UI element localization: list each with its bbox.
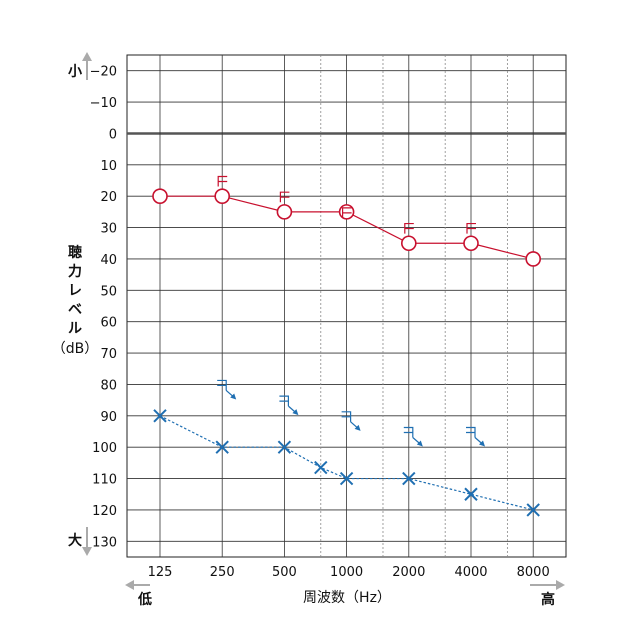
x-tick-label: 250: [210, 565, 235, 580]
x-tick-label: 4000: [454, 565, 487, 580]
down-arrow-icon: [82, 527, 92, 556]
data-point-circle: [463, 235, 479, 252]
data-point-circle: [214, 188, 230, 204]
y-tick-label: 50: [100, 284, 117, 299]
data-point-bracket: [279, 191, 290, 203]
x-tick-label: 1000: [330, 565, 363, 580]
data-point-circle: [525, 251, 542, 267]
data-point-arrowhead: [354, 424, 361, 431]
x-tick-labels: 125 250 500 1000 2000 4000 8000: [148, 565, 550, 580]
x-tick-label: 125: [148, 565, 173, 580]
data-point-arrowhead: [479, 440, 485, 447]
y-small-label: 小: [68, 64, 82, 80]
y-label-char: レ: [68, 283, 82, 299]
data-point-circle: [400, 235, 417, 252]
data-point-bracket: [341, 411, 352, 422]
data-point-cross: [277, 440, 292, 454]
y-tick-label: −10: [90, 96, 117, 111]
y-tick-label: 40: [100, 253, 117, 268]
data-point-cross: [339, 471, 354, 486]
data-point-bracket: [466, 222, 476, 234]
data-point-arrowhead: [230, 393, 237, 400]
y-tick-label: 30: [100, 222, 117, 237]
grid: [126, 54, 567, 558]
y-label-char: 聴: [68, 245, 82, 261]
y-tick-label: 10: [100, 159, 117, 174]
y-label-char: ベ: [68, 302, 82, 318]
y-tick-label: 0: [109, 127, 117, 142]
y-tick-label: 130: [92, 535, 117, 550]
y-label-char: 力: [68, 263, 82, 280]
left-arrow-icon: [125, 580, 150, 590]
data-point-circle: [276, 204, 293, 220]
data-point-bracket: [466, 426, 476, 438]
x-axis-label: 周波数（Hz）: [303, 590, 391, 606]
data-point-cross: [464, 487, 478, 501]
data-point-bracket: [342, 207, 352, 218]
data-point-cross: [402, 471, 416, 486]
data-point-bracket: [217, 175, 228, 187]
y-tick-label: 80: [100, 378, 117, 393]
x-tick-label: 8000: [517, 565, 550, 580]
y-tick-label: 90: [100, 410, 117, 425]
y-label-char: ル: [68, 321, 82, 337]
y-tick-label: 120: [92, 504, 117, 519]
data-point-bracket: [217, 379, 227, 391]
x-tick-label: 500: [272, 565, 297, 580]
y-tick-label: 20: [100, 190, 117, 205]
y-axis-label: 聴 力 レ ベ ル （dB）: [52, 245, 99, 357]
right-arrow-icon: [530, 580, 565, 590]
series-line: [159, 415, 534, 511]
y-tick-labels: −20 −10 0 10 20 30 40 50 60 70 80 90 100 110 120 130: [90, 65, 117, 551]
y-tick-label: 100: [92, 441, 117, 456]
y-label-unit: （dB）: [52, 341, 99, 357]
data-point-bracket: [279, 395, 289, 407]
y-tick-label: 70: [100, 347, 117, 362]
x-high-label: 高: [541, 591, 555, 608]
data-point-circle: [338, 204, 355, 220]
data-point-cross: [526, 503, 540, 517]
y-tick-label: 60: [100, 316, 117, 331]
data-point-arrowhead: [416, 440, 423, 447]
series: [152, 175, 542, 517]
data-point-bracket: [403, 426, 414, 438]
up-arrow-icon: [82, 52, 92, 80]
x-low-label: 低: [137, 591, 152, 608]
y-large-label: 大: [68, 532, 82, 549]
y-tick-label: 110: [92, 473, 117, 488]
x-tick-label: 2000: [392, 565, 425, 580]
data-point-arrowhead: [292, 409, 299, 416]
data-point-circle: [152, 188, 168, 204]
data-point-cross: [314, 460, 328, 475]
data-point-cross: [153, 409, 167, 423]
data-point-bracket: [404, 222, 414, 234]
data-point-cross: [215, 440, 229, 454]
y-tick-label: −20: [90, 65, 117, 80]
